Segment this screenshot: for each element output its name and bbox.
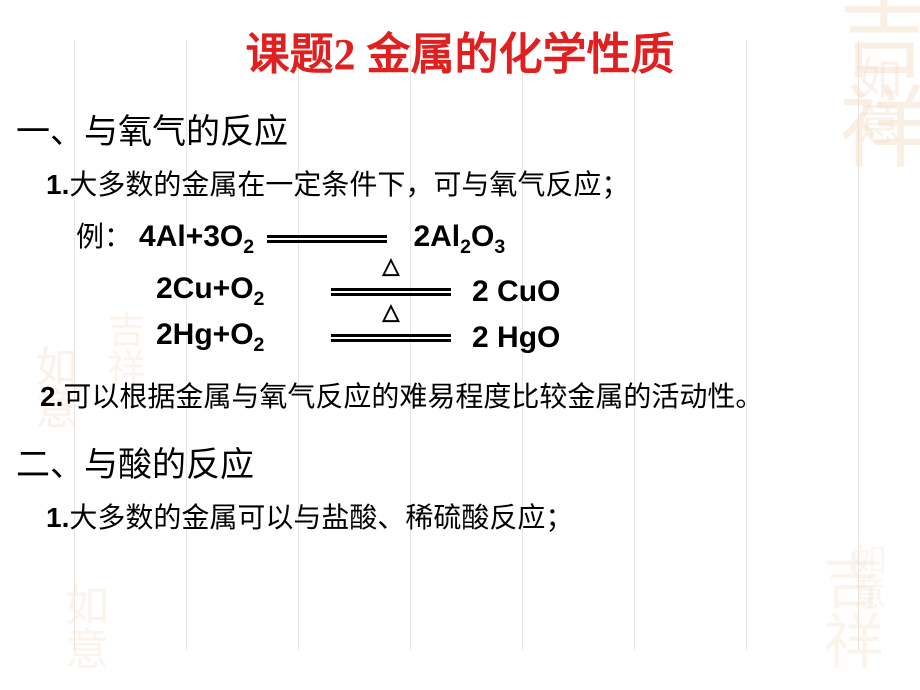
slide-content: 课题2 金属的化学性质 一、与氧气的反应 1.大多数的金属在一定条件下，可与氧气… <box>0 0 920 558</box>
section-1-point-1: 1.大多数的金属在一定条件下，可与氧气反应； <box>46 165 910 207</box>
watermark-bottom-right: 吉祥 <box>805 550 892 670</box>
point-text: 大多数的金属在一定条件下，可与氧气反应； <box>69 170 629 201</box>
point-number: 2. <box>40 381 63 412</box>
equation-block: 2Cu+O2 △ 2 CuO 2Hg+O2 △ 2 HgO <box>110 269 910 361</box>
equation-1-inline: 4Al+3O2 <box>139 220 262 253</box>
section-1-heading: 一、与氧气的反应 <box>16 104 910 153</box>
equation-1-rhs: 2Al2O3 <box>413 220 505 253</box>
section-2-point-1: 1.大多数的金属可以与盐酸、稀硫酸反应； <box>46 498 910 540</box>
section-2-heading: 二、与酸的反应 <box>16 437 910 486</box>
slide-title: 课题2 金属的化学性质 <box>10 18 910 82</box>
watermark-bottom-left: 如意 <box>50 582 114 670</box>
point-text: 大多数的金属可以与盐酸、稀硫酸反应； <box>69 503 573 534</box>
equation-2: 2Cu+O2 △ 2 CuO <box>156 269 910 315</box>
point-number: 1. <box>46 169 69 200</box>
example-label: 例： <box>76 222 132 253</box>
point-text: 可以根据金属与氧气反应的难易程度比较金属的活动性。 <box>63 382 763 413</box>
example-label-line: 例： 4Al+3O2 2Al2O3 <box>76 215 910 261</box>
point-number: 1. <box>46 502 69 533</box>
heat-condition-icon: △ <box>383 255 400 277</box>
equation-3: 2Hg+O2 △ 2 HgO <box>156 315 910 361</box>
section-1-point-2: 2.可以根据金属与氧气反应的难易程度比较金属的活动性。 <box>40 375 890 419</box>
heat-condition-icon: △ <box>383 301 400 323</box>
